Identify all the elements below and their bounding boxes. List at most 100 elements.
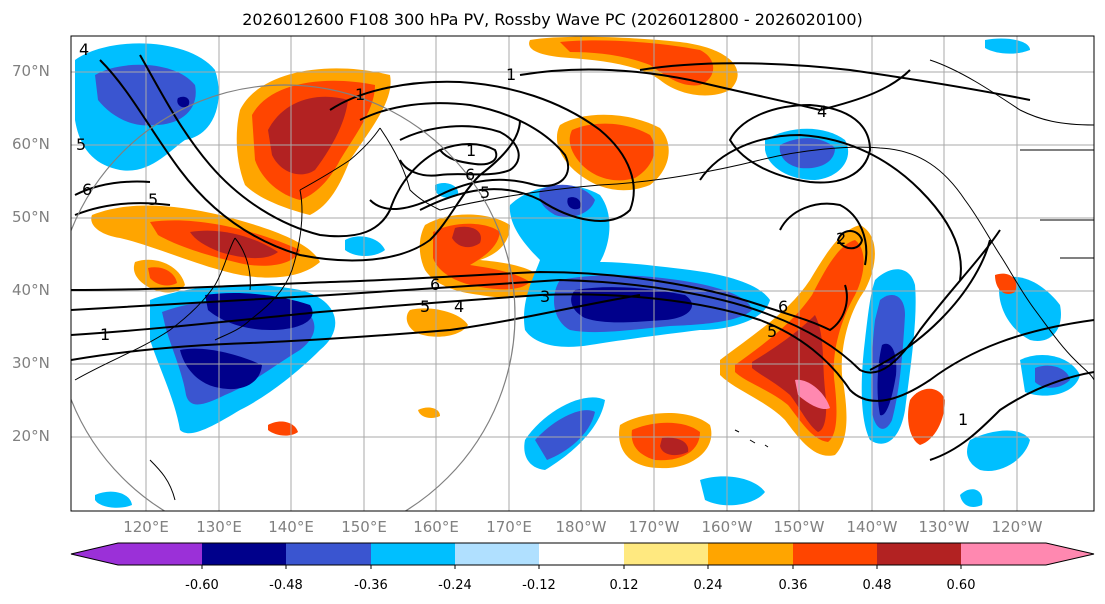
colorbar-tick-label: -0.60 <box>185 578 219 593</box>
contour-label: 1 <box>958 410 968 429</box>
contour-label-group: 1 4 5 6 3 4 5 6 5 6 1 1 4 5 6 1 2 1 5 <box>76 40 968 429</box>
contour-line <box>639 62 1031 101</box>
anomaly-negative <box>177 96 190 108</box>
contour-line <box>399 125 520 177</box>
contour-line <box>71 294 641 361</box>
colorbar-segment <box>877 543 961 565</box>
lon-label: 140°E <box>268 518 314 536</box>
contour-line <box>71 229 1001 374</box>
anomaly-negative <box>960 489 983 507</box>
pv-contours <box>71 54 1094 461</box>
contour-line <box>519 68 911 112</box>
colorbar-tick-label: -0.24 <box>438 578 472 593</box>
alaska-north <box>929 59 1094 126</box>
contour-label: 4 <box>454 297 464 316</box>
colorbar-tick-label: -0.12 <box>522 578 556 593</box>
anomaly-negative <box>345 236 385 256</box>
anomaly-negative <box>180 348 262 390</box>
aleutian-arc <box>439 159 761 211</box>
colorbar-tick-label: 0.60 <box>946 578 976 593</box>
lon-label: 180°W <box>555 518 607 536</box>
philippines-coast <box>149 459 176 501</box>
gridlines <box>71 36 1094 511</box>
anomaly-positive <box>795 379 830 410</box>
lon-label: 150°W <box>773 518 825 536</box>
colorbar-tick-label: 0.36 <box>778 578 808 593</box>
anomaly-positive <box>995 273 1017 295</box>
colorbar-segment <box>624 543 708 565</box>
contour-label: 2 <box>836 229 846 248</box>
lon-label: 160°E <box>413 518 459 536</box>
anomaly-positive <box>560 40 714 86</box>
colorbar-segment <box>118 543 202 565</box>
contour-label: 4 <box>817 102 827 121</box>
contour-line <box>836 230 864 250</box>
lon-label: 150°E <box>341 518 387 536</box>
anomaly-positive <box>660 437 689 456</box>
colorbar-segment <box>371 543 455 565</box>
contour-line <box>699 133 962 281</box>
colorbar-segment <box>455 543 539 565</box>
contour-label: 5 <box>420 297 430 316</box>
reference-circle <box>71 84 516 511</box>
lon-label: 130°E <box>196 518 242 536</box>
colorbar <box>70 542 1095 569</box>
contour-label: 4 <box>79 40 89 59</box>
colorbar-min-arrow <box>71 543 118 565</box>
colorbar-segment <box>961 543 1046 565</box>
contour-line <box>869 239 991 371</box>
pv-shading <box>75 36 1080 508</box>
lon-label: 140°W <box>846 518 898 536</box>
contour-label: 6 <box>82 180 92 199</box>
alaska-coast <box>759 146 1001 256</box>
colorbar-tick-label: -0.48 <box>269 578 303 593</box>
contour-line <box>728 103 872 184</box>
colorbar-tick-label: -0.36 <box>354 578 388 593</box>
kuril-coast <box>299 127 381 191</box>
contour-label: 1 <box>100 325 110 344</box>
coastlines <box>74 59 1094 501</box>
colorbar-outline <box>70 542 1095 566</box>
anomaly-negative <box>985 38 1030 54</box>
asia-coast <box>74 237 236 381</box>
contour-label: 1 <box>506 65 516 84</box>
contour-line <box>329 80 635 222</box>
anomaly-negative <box>571 287 693 323</box>
anomaly-negative <box>967 430 1030 471</box>
colorbar-tick-label: 0.48 <box>862 578 892 593</box>
colorbar-segment <box>539 543 624 565</box>
contour-line <box>74 180 151 196</box>
lon-label: 120°W <box>991 518 1043 536</box>
contour-line <box>71 270 848 332</box>
hawaii-islands <box>734 429 769 448</box>
map-frame <box>70 35 1095 512</box>
anomaly-negative <box>1035 365 1070 388</box>
colorbar-max-arrow <box>1046 543 1094 565</box>
lat-label: 30°N <box>12 354 50 372</box>
contour-label: 5 <box>76 135 86 154</box>
anomaly-negative <box>700 476 765 506</box>
anomaly-positive <box>268 96 348 175</box>
lon-label: 170°E <box>486 518 532 536</box>
anomaly-positive <box>418 407 440 418</box>
contour-label: 6 <box>465 165 475 184</box>
anomaly-positive <box>908 388 945 445</box>
contour-label: 1 <box>355 85 365 104</box>
contour-line <box>139 54 441 238</box>
contour-label: 5 <box>148 190 158 209</box>
contour-label: 6 <box>430 275 440 294</box>
anomaly-positive <box>452 226 481 248</box>
na-west-coast <box>999 254 1094 381</box>
lat-label: 50°N <box>12 208 50 226</box>
colorbar-segment <box>708 543 793 565</box>
colorbar-tick-label: 0.24 <box>693 578 723 593</box>
anomaly-negative <box>877 343 897 416</box>
contour-line <box>71 293 1094 402</box>
anomaly-negative <box>95 491 132 508</box>
border-lines <box>1020 149 1094 259</box>
anomaly-negative <box>567 197 581 210</box>
japan-coast <box>214 189 303 341</box>
anomaly-positive <box>569 123 655 181</box>
lon-label: 120°E <box>123 518 169 536</box>
